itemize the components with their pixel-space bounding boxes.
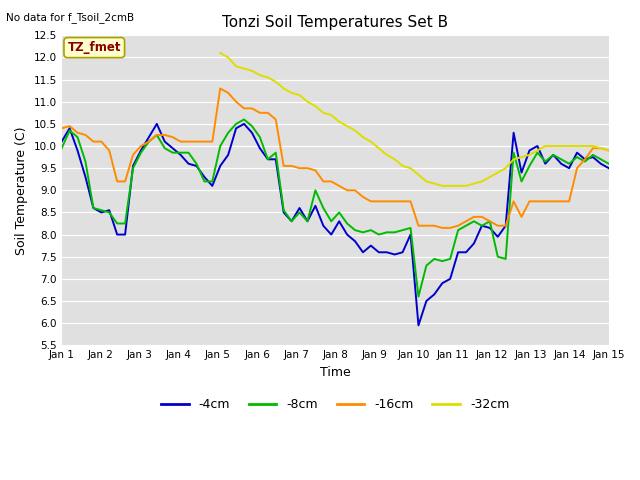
Text: TZ_fmet: TZ_fmet <box>68 41 121 54</box>
Title: Tonzi Soil Temperatures Set B: Tonzi Soil Temperatures Set B <box>222 15 448 30</box>
Y-axis label: Soil Temperature (C): Soil Temperature (C) <box>15 126 28 254</box>
Legend: -4cm, -8cm, -16cm, -32cm: -4cm, -8cm, -16cm, -32cm <box>156 394 515 417</box>
Text: No data for f_Tsoil_2cmB: No data for f_Tsoil_2cmB <box>6 12 134 23</box>
X-axis label: Time: Time <box>320 366 351 379</box>
